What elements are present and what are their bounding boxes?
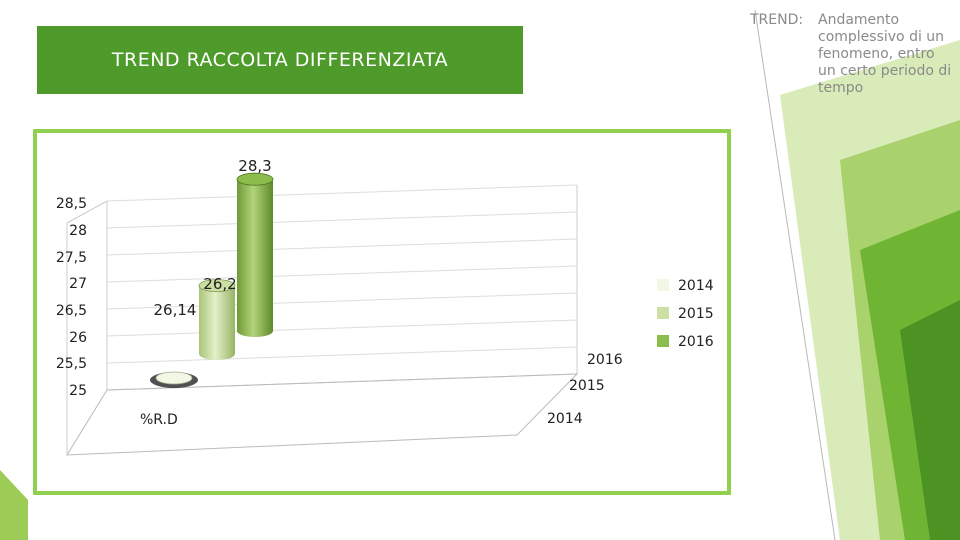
bar-2014 bbox=[150, 371, 198, 388]
bar-2016 bbox=[236, 172, 274, 337]
gridline-5 bbox=[106, 292, 578, 310]
depth-label: 2015 bbox=[569, 378, 605, 394]
gridline-7 bbox=[106, 346, 578, 364]
chart: 28,5 28 27,5 27 26,5 26 25,5 25 28,3 26,… bbox=[56, 157, 714, 456]
bar-body bbox=[237, 179, 273, 337]
data-label-extra: 26,2 bbox=[203, 275, 236, 293]
legend-swatch-2016 bbox=[657, 335, 669, 347]
legend-label-2015: 2015 bbox=[678, 306, 714, 322]
bars bbox=[150, 172, 274, 388]
depth-label: 2016 bbox=[587, 352, 623, 368]
legend-swatch-2014 bbox=[657, 279, 669, 291]
y-tick-label: 26,5 bbox=[56, 303, 87, 319]
y-tick-label: 28 bbox=[69, 223, 87, 239]
deco-shape-bottom bbox=[0, 470, 28, 540]
y-tick-label: 25 bbox=[69, 383, 87, 399]
chart-frame bbox=[33, 129, 731, 495]
trend-definition: TREND: Andamento complessivo di un fenom… bbox=[750, 12, 956, 97]
gridline-4 bbox=[106, 265, 578, 283]
y-tick-label: 27,5 bbox=[56, 250, 87, 266]
legend: 2014 2015 2016 bbox=[657, 278, 714, 350]
bar-top bbox=[155, 371, 193, 385]
data-labels: 28,3 26,2 26,14 bbox=[154, 157, 272, 319]
depth-axis-labels: 2016 2015 2014 bbox=[547, 352, 623, 427]
x-category-label: %R.D bbox=[140, 412, 178, 428]
deco-line bbox=[754, 9, 836, 540]
deco-shape-accent bbox=[900, 300, 960, 540]
legend-swatch-2015 bbox=[657, 307, 669, 319]
gridline-1 bbox=[106, 184, 578, 202]
data-label-2016: 28,3 bbox=[238, 157, 271, 175]
data-label-2015: 26,14 bbox=[154, 301, 197, 319]
bar-top bbox=[236, 172, 274, 186]
chart-walls bbox=[66, 185, 579, 456]
y-tick-label: 27 bbox=[69, 276, 87, 292]
y-tick-label: 26 bbox=[69, 330, 87, 346]
depth-label: 2014 bbox=[547, 411, 583, 427]
trend-definition-text: Andamento complessivo di un fenomeno, en… bbox=[818, 12, 952, 96]
legend-label-2016: 2016 bbox=[678, 334, 714, 350]
bar-2015 bbox=[198, 279, 236, 360]
gridline-2 bbox=[106, 211, 578, 229]
trend-term: TREND: bbox=[750, 12, 804, 28]
y-axis-tick-labels: 28,5 28 27,5 27 26,5 26 25,5 25 bbox=[56, 196, 87, 399]
legend-label-2014: 2014 bbox=[678, 278, 714, 294]
y-tick-label: 28,5 bbox=[56, 196, 87, 212]
bar-body bbox=[199, 285, 235, 360]
gridlines bbox=[106, 184, 578, 364]
slide-title: TREND RACCOLTA DIFFERENZIATA bbox=[37, 26, 523, 94]
gridline-6 bbox=[106, 319, 578, 337]
gridline-3 bbox=[106, 238, 578, 256]
bar-top bbox=[198, 279, 236, 293]
left-wall bbox=[66, 200, 108, 224]
floor bbox=[66, 373, 579, 456]
back-wall bbox=[106, 185, 578, 391]
y-tick-label: 25,5 bbox=[56, 356, 87, 372]
